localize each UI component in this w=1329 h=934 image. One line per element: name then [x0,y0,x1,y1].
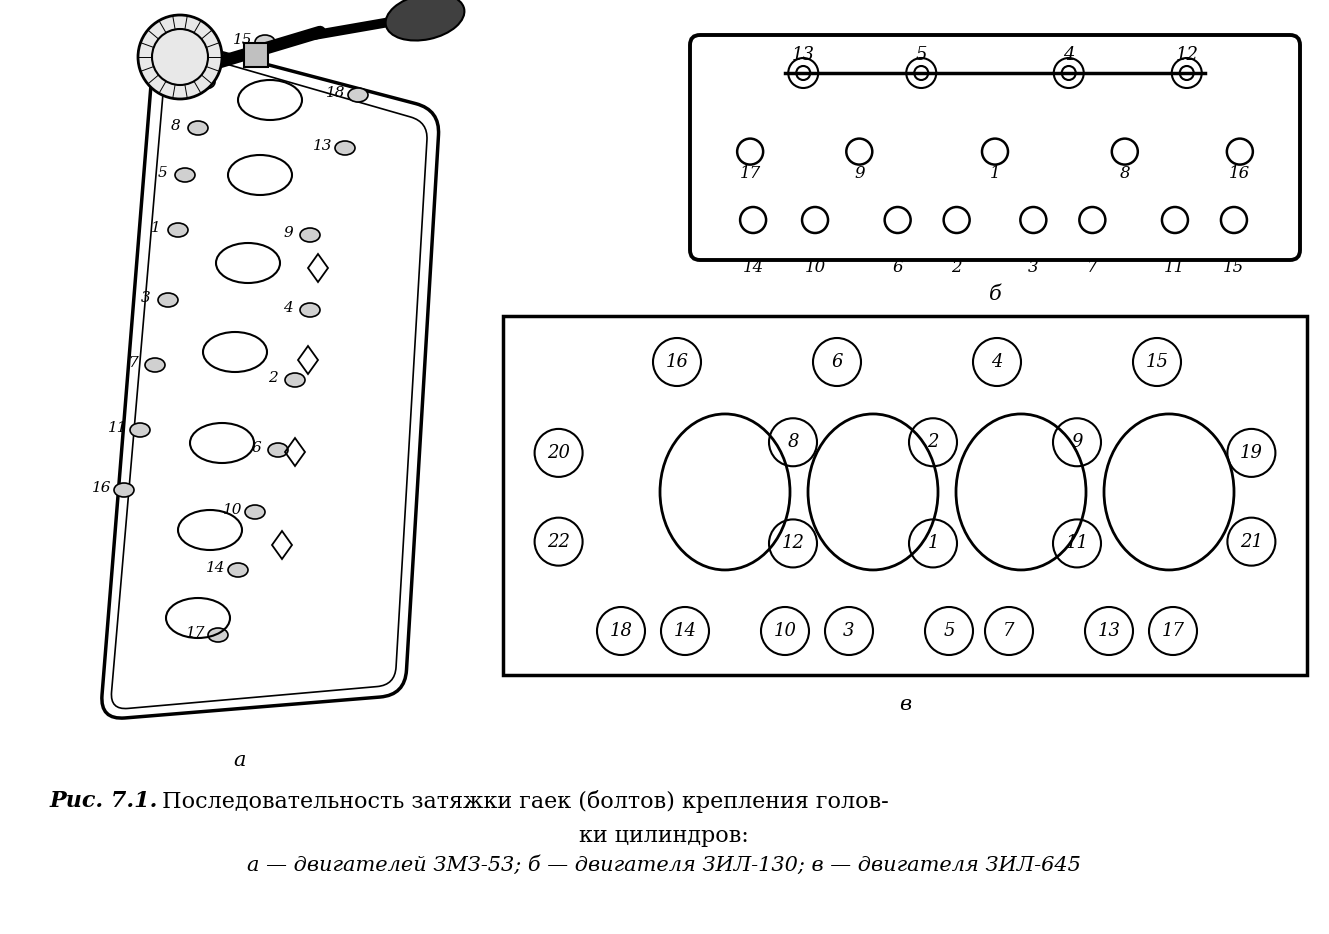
Text: а — двигателей ЗМЗ-53; б — двигателя ЗИЛ-130; в — двигателя ЗИЛ-645: а — двигателей ЗМЗ-53; б — двигателя ЗИЛ… [247,855,1080,874]
Text: 15: 15 [1146,353,1168,371]
Text: 3: 3 [141,291,152,305]
Text: 16: 16 [666,353,688,371]
Ellipse shape [187,121,209,135]
Text: 16: 16 [92,481,112,495]
Text: ки цилиндров:: ки цилиндров: [579,825,748,847]
Text: 4: 4 [991,353,1003,371]
Text: 2: 2 [928,433,938,451]
Text: а: а [234,751,246,770]
Text: 7: 7 [128,356,138,370]
Ellipse shape [175,168,195,182]
Text: Рис. 7.1.: Рис. 7.1. [51,790,158,812]
Text: 20: 20 [548,444,570,462]
Ellipse shape [300,303,320,317]
Text: 5: 5 [158,166,167,180]
FancyBboxPatch shape [245,43,268,67]
Text: 5: 5 [944,622,954,640]
Text: 14: 14 [743,260,764,276]
Text: 22: 22 [548,532,570,551]
Text: 18: 18 [610,622,633,640]
Text: 15: 15 [234,33,253,47]
Text: 14: 14 [674,622,696,640]
Text: 7: 7 [1003,622,1015,640]
Ellipse shape [245,505,264,519]
FancyBboxPatch shape [690,35,1300,260]
Text: 12: 12 [1175,46,1199,64]
Text: 10: 10 [223,503,243,517]
Ellipse shape [300,228,320,242]
Text: 3: 3 [1029,260,1039,276]
Text: 12: 12 [781,534,804,552]
Text: 10: 10 [804,260,825,276]
Ellipse shape [114,483,134,497]
Text: 6: 6 [831,353,843,371]
Text: 5: 5 [916,46,928,64]
Text: 16: 16 [1229,165,1251,182]
Text: 10: 10 [773,622,796,640]
Text: 13: 13 [314,139,332,153]
Text: 12: 12 [173,73,193,87]
Text: 8: 8 [1119,165,1130,182]
Text: 13: 13 [792,46,815,64]
Text: 8: 8 [787,433,799,451]
Ellipse shape [255,35,275,49]
Text: 2: 2 [952,260,962,276]
FancyBboxPatch shape [502,316,1306,675]
Ellipse shape [348,88,368,102]
Ellipse shape [385,0,464,40]
Text: 14: 14 [206,561,226,575]
Ellipse shape [268,443,288,457]
Text: 6: 6 [892,260,902,276]
Text: 18: 18 [326,86,346,100]
Ellipse shape [167,223,187,237]
Text: 8: 8 [171,119,181,133]
Text: 7: 7 [1087,260,1098,276]
Ellipse shape [195,75,215,89]
Text: 15: 15 [1223,260,1244,276]
Text: 1: 1 [990,165,1001,182]
Text: 9: 9 [283,226,292,240]
Text: Последовательность затяжки гаек (болтов) крепления голов-: Последовательность затяжки гаек (болтов)… [155,790,889,813]
Text: 17: 17 [739,165,760,182]
Text: 11: 11 [1066,534,1088,552]
Text: 11: 11 [108,421,128,435]
Text: 17: 17 [1162,622,1184,640]
Ellipse shape [335,141,355,155]
Ellipse shape [130,423,150,437]
Text: 4: 4 [1063,46,1075,64]
Text: 19: 19 [1240,444,1263,462]
Text: 6: 6 [251,441,260,455]
Text: 9: 9 [855,165,865,182]
Text: б: б [989,286,1001,304]
Ellipse shape [158,293,178,307]
Ellipse shape [145,358,165,372]
Text: 17: 17 [186,626,206,640]
Ellipse shape [229,563,249,577]
Text: 1: 1 [928,534,938,552]
Ellipse shape [209,628,229,642]
Circle shape [138,15,222,99]
Text: 2: 2 [268,371,278,385]
Text: 21: 21 [1240,532,1263,551]
Text: 3: 3 [843,622,855,640]
Text: 1: 1 [152,221,161,235]
Text: в: в [898,696,912,715]
Text: 13: 13 [1098,622,1120,640]
Text: 11: 11 [1164,260,1185,276]
Ellipse shape [284,373,304,387]
Text: 4: 4 [283,301,292,315]
Text: 9: 9 [1071,433,1083,451]
